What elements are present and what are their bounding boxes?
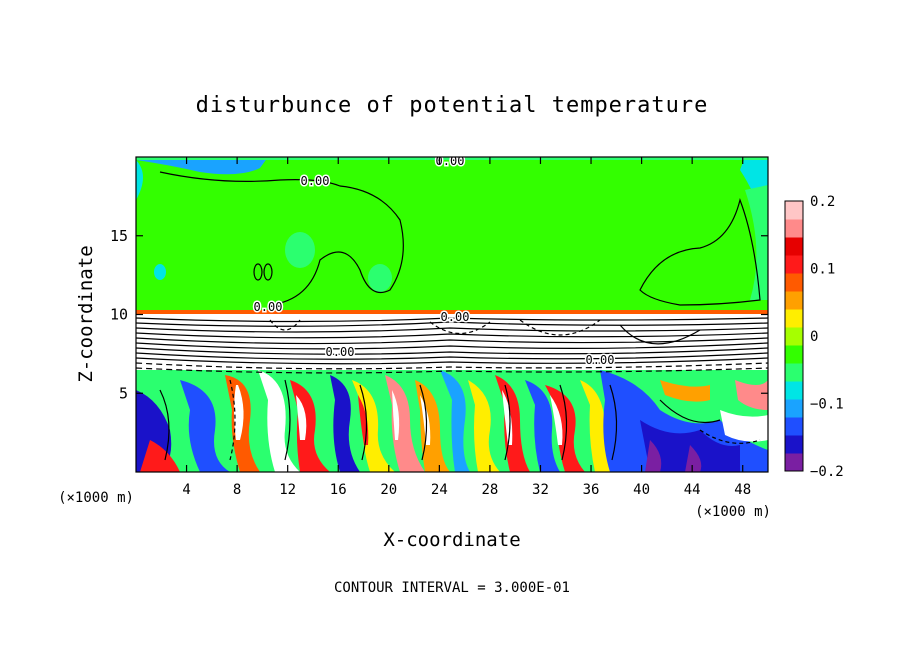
colorbar-tick-label: −0.2 bbox=[810, 464, 844, 480]
x-axis-ticks: 4 8 12 16 20 24 28 32 36 40 44 48 bbox=[182, 157, 751, 498]
upper-right-anomaly-2 bbox=[745, 185, 768, 300]
contour-lines bbox=[136, 171, 768, 461]
x-tick-label: 44 bbox=[684, 482, 701, 498]
colorbar-swatch bbox=[785, 273, 803, 292]
x-tick-label: 40 bbox=[633, 482, 650, 498]
colorbar-swatch bbox=[785, 345, 803, 364]
chart-title: disturbunce of potential temperature bbox=[196, 93, 709, 118]
y-axis-label: Z-coordinate bbox=[75, 245, 97, 382]
upper-mid-anomaly-2 bbox=[368, 264, 392, 292]
y-tick-label: 10 bbox=[110, 306, 128, 324]
colorbar-ticks: 0.2 0.1 0 −0.1 −0.2 bbox=[810, 194, 844, 480]
x-tick-label: 28 bbox=[481, 482, 498, 498]
plot-area: 0.00 0.00 0.00 0.00 0.00 0.00 bbox=[136, 154, 768, 472]
colorbar-tick-label: 0 bbox=[810, 329, 818, 345]
x-tick-label: 8 bbox=[233, 482, 241, 498]
upper-right-anomaly bbox=[740, 157, 768, 240]
upper-left-anomaly-inner bbox=[136, 160, 143, 200]
contour-label: 0.00 bbox=[326, 345, 355, 359]
colorbar-swatch bbox=[785, 453, 803, 472]
colorbar-tick-label: 0.2 bbox=[810, 194, 835, 210]
colorbar-swatch bbox=[785, 363, 803, 382]
x-tick-label: 24 bbox=[431, 482, 448, 498]
y-axis-ticks: 5 10 15 bbox=[110, 227, 768, 402]
x-tick-label: 12 bbox=[279, 482, 296, 498]
colorbar-frame bbox=[784, 200, 804, 472]
x-tick-label: 16 bbox=[330, 482, 347, 498]
x-unit-label-right: (×1000 m) bbox=[695, 504, 771, 520]
colorbar-swatch bbox=[785, 435, 803, 454]
colorbar-tick-label: −0.1 bbox=[810, 397, 844, 413]
x-unit-label: (×1000 m) bbox=[58, 490, 134, 506]
x-axis-label: X-coordinate bbox=[383, 529, 520, 551]
x-tick-label: 4 bbox=[182, 482, 190, 498]
colorbar-swatch bbox=[785, 255, 803, 274]
colorbar-swatch bbox=[785, 237, 803, 256]
upper-left-small bbox=[154, 264, 166, 280]
colorbar-swatch bbox=[785, 201, 803, 220]
colorbar-swatch bbox=[785, 399, 803, 418]
contour-label: 0.00 bbox=[254, 300, 283, 314]
x-tick-label: 20 bbox=[380, 482, 397, 498]
tropopause-line bbox=[136, 310, 768, 314]
colorbar-swatch bbox=[785, 219, 803, 238]
colorbar bbox=[784, 200, 804, 472]
contour-label: 0.00 bbox=[441, 310, 470, 324]
contour-interval-note: CONTOUR INTERVAL = 3.000E-01 bbox=[334, 580, 570, 596]
upper-top-strip bbox=[136, 157, 768, 160]
colorbar-swatch bbox=[785, 309, 803, 328]
upper-mid-anomaly bbox=[285, 232, 315, 268]
colorbar-swatch bbox=[785, 327, 803, 346]
colorbar-swatch bbox=[785, 381, 803, 400]
x-tick-label: 36 bbox=[583, 482, 600, 498]
y-tick-label: 5 bbox=[119, 384, 128, 402]
colorbar-swatch bbox=[785, 291, 803, 310]
x-tick-label: 48 bbox=[734, 482, 751, 498]
lower-plumes bbox=[136, 370, 768, 472]
colorbar-tick-label: 0.1 bbox=[810, 262, 835, 278]
contour-label: 0.00 bbox=[301, 174, 330, 188]
contour-label: 0.00 bbox=[586, 353, 615, 367]
upper-layer-field bbox=[136, 157, 768, 315]
y-tick-label: 15 bbox=[110, 227, 128, 245]
contour-label: 0.00 bbox=[436, 154, 465, 168]
x-tick-label: 32 bbox=[532, 482, 549, 498]
upper-left-anomaly bbox=[136, 157, 268, 175]
colorbar-swatch bbox=[785, 417, 803, 436]
